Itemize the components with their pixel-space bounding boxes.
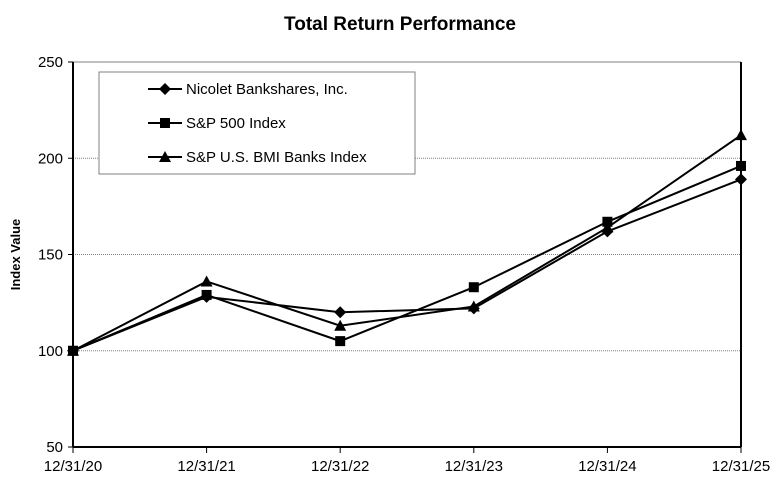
y-tick-label: 250	[38, 54, 63, 71]
legend-triangle-icon	[159, 151, 171, 162]
triangle-marker	[467, 300, 480, 312]
x-tick-label: 12/31/24	[578, 458, 636, 475]
x-tick-label: 12/31/23	[445, 458, 503, 475]
diamond-marker	[334, 306, 347, 319]
legend-label: S&P U.S. BMI Banks Index	[186, 149, 367, 166]
legend-label: S&P 500 Index	[186, 115, 286, 132]
y-tick-label: 150	[38, 247, 63, 264]
legend-label: Nicolet Bankshares, Inc.	[186, 81, 348, 98]
triangle-marker	[200, 275, 213, 287]
y-tick-label: 100	[38, 343, 63, 360]
chart-title: Total Return Performance	[284, 14, 516, 35]
triangle-marker	[735, 129, 747, 141]
x-tick-label: 12/31/25	[712, 458, 770, 475]
triangle-marker	[601, 221, 614, 233]
series-line	[72, 134, 742, 352]
x-tick-label: 12/31/22	[311, 458, 369, 475]
series-line	[72, 165, 742, 352]
y-tick-label: 200	[38, 150, 63, 167]
square-marker	[468, 282, 479, 293]
square-marker	[335, 336, 346, 347]
legend-square-icon	[160, 118, 170, 128]
triangle-marker	[67, 344, 79, 356]
y-axis-label: Index Value	[8, 219, 23, 291]
diamond-marker	[735, 173, 747, 186]
y-tick-label: 50	[46, 439, 63, 456]
legend-diamond-icon	[159, 83, 171, 95]
square-marker	[736, 160, 746, 171]
square-marker	[201, 289, 212, 300]
x-tick-label: 12/31/21	[177, 458, 235, 475]
x-tick-label: 12/31/20	[44, 458, 102, 475]
triangle-marker	[334, 319, 347, 331]
series-line	[72, 178, 742, 352]
